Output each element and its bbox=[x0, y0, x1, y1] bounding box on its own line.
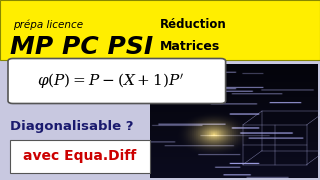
Text: MP PC PSI: MP PC PSI bbox=[10, 35, 153, 59]
Text: Matrices: Matrices bbox=[160, 40, 220, 53]
Text: $\varphi(P) = P - (X+1)P'$: $\varphi(P) = P - (X+1)P'$ bbox=[37, 71, 184, 91]
Text: prépa licence: prépa licence bbox=[13, 19, 83, 30]
Text: Réduction: Réduction bbox=[160, 18, 227, 31]
Text: avec Equa.Diff: avec Equa.Diff bbox=[23, 149, 137, 163]
Bar bbox=[0, 0, 320, 60]
Bar bbox=[150, 65, 318, 178]
Text: Diagonalisable ?: Diagonalisable ? bbox=[10, 120, 133, 133]
FancyBboxPatch shape bbox=[8, 58, 226, 104]
Bar bbox=[10, 140, 150, 173]
